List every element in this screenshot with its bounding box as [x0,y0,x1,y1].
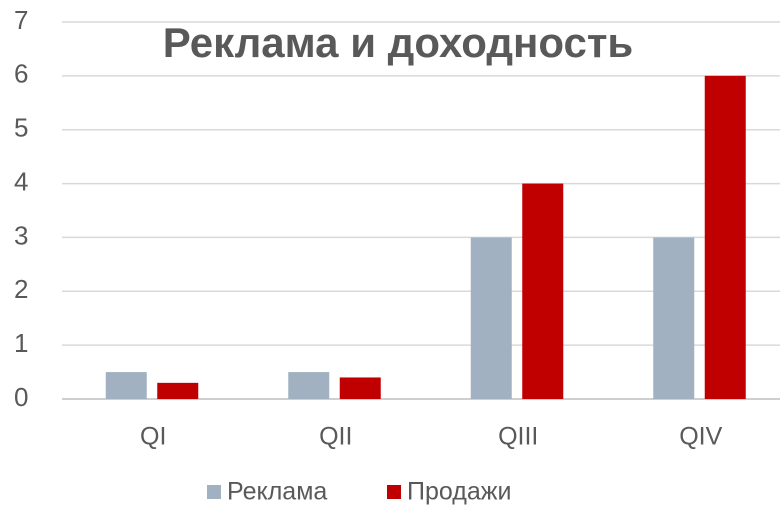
x-tick-label: QIV [679,423,722,451]
bar [704,75,746,399]
bar [288,372,330,399]
bar [522,183,564,399]
x-tick-label: QII [319,423,352,451]
y-tick-label: 4 [14,166,28,196]
x-tick-label: QIII [498,423,538,451]
bar [470,237,512,399]
y-tick-label: 2 [14,274,28,304]
y-tick-label: 7 [14,5,28,35]
x-tick-label: QI [140,423,166,451]
legend-label: Реклама [227,478,327,506]
bar [339,377,381,399]
y-tick-label: 5 [14,113,28,143]
chart-title: Реклама и доходность [163,19,634,66]
y-tick-label: 0 [14,382,28,412]
y-tick-label: 1 [14,328,28,358]
bar [157,382,199,399]
y-tick-label: 3 [14,220,28,250]
legend-label: Продажи [407,478,511,506]
y-tick-label: 6 [14,59,28,89]
bar [105,372,147,399]
bar [653,237,695,399]
legend-swatch [207,485,221,499]
legend-swatch [387,485,401,499]
